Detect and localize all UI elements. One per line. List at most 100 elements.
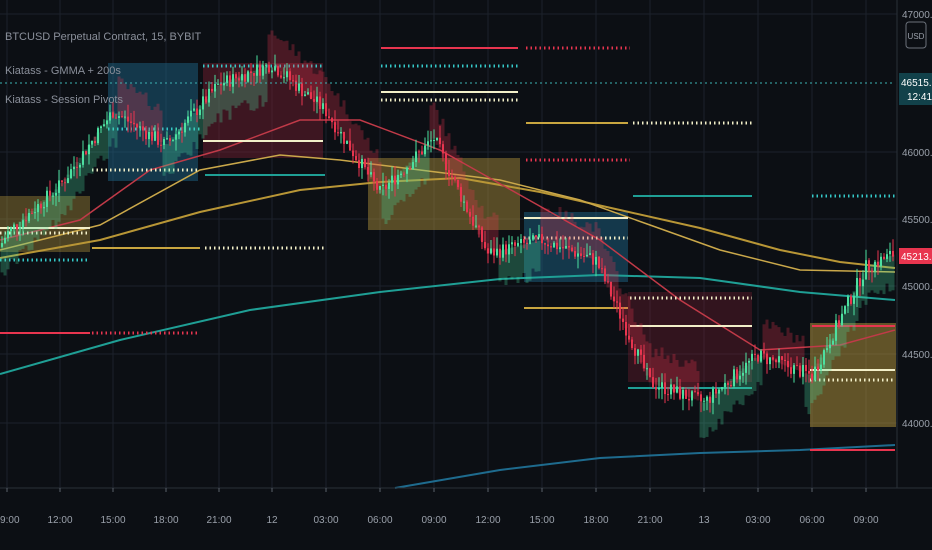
ribbon-segment [759,356,763,386]
candle-body [163,139,165,145]
candle-body [49,190,51,196]
ribbon-segment [636,326,640,356]
ribbon-segment [528,243,532,281]
candle-body [283,77,285,79]
ribbon-segment [783,335,787,366]
candle-body [856,277,858,296]
ribbon-segment [639,323,643,363]
ribbon-segment [564,210,568,250]
candle-body [568,245,570,248]
ribbon-segment [516,246,520,284]
candle-body [883,256,885,259]
indicator-gmma-label[interactable]: Kiatass - GMMA + 200s [5,65,121,77]
ribbon-segment [540,207,544,241]
chart-title: BTCUSD Perpetual Contract, 15, BYBIT [5,31,202,43]
price-tick-label: 44500.0 [902,350,932,361]
indicator-pivots-label[interactable]: Kiatass - Session Pivots [5,94,123,106]
time-axis[interactable]: 09:00 12:00 15:00 18:00 21:00 12 03:00 06:00 09:… [0,488,879,526]
candle-body [751,353,753,361]
candle-body [193,108,195,111]
ribbon-segment [93,136,97,167]
candle-body [331,118,333,123]
candle-body [721,387,723,390]
candle-body [445,153,447,171]
ribbon-segment [558,207,562,247]
currency-badge[interactable] [905,21,927,49]
ribbon-segment [303,60,307,93]
candle-body [775,359,777,363]
ribbon-segment [72,166,76,199]
candle-body [511,242,513,245]
candle-body [634,348,636,356]
candle-body [409,167,411,169]
candle-body [121,116,123,118]
ribbon-segment [459,157,463,197]
candle-body [52,195,54,197]
candle-body [382,184,384,186]
candle-body [145,130,147,140]
candle-body [298,83,300,91]
candle-body [292,80,294,82]
price-axis[interactable]: 47000.0 46000.0 45500.0 45000.0 44500.0 44000… [902,10,932,430]
candle-body [565,245,567,249]
ribbon-segment [633,322,637,349]
ribbon-segment [312,73,316,101]
candle-body [4,238,6,244]
candle-body [166,138,168,140]
ribbon-segment [510,247,514,280]
candle-body [544,243,546,245]
candle-body [301,83,303,97]
ribbon-segment [837,321,841,357]
ribbon-segment [192,113,196,142]
candle-body [877,261,879,267]
ribbon-segment [54,189,58,230]
ribbon-segment [333,95,337,125]
ribbon-segment [240,75,244,103]
candle-body [523,239,525,243]
ribbon-segment [189,116,193,156]
candle-body [337,132,339,134]
candle-body [580,253,582,256]
ribbon-segment [414,156,418,190]
level-price-tag [899,73,932,105]
ribbon-segment [804,373,808,407]
time-tick-label: 06:00 [367,515,392,526]
ribbon-segment [501,249,505,279]
candle-body [529,239,531,245]
ribbon-segment [219,83,223,123]
candle-body [730,384,732,387]
ribbon-segment [321,71,325,109]
ribbon-segment [600,236,604,274]
ribbon-segment [144,92,148,133]
candle-body [673,384,675,393]
candle-body [43,206,45,209]
candle-body [22,220,24,228]
candle-body [772,357,774,360]
candle-body [688,398,690,401]
ribbon-segment [891,254,895,291]
ribbon-segment [291,44,295,83]
ribbon-segment [666,355,670,390]
ribbon-segment [432,102,436,139]
ribbon-segment [756,355,760,382]
candle-body [370,172,372,175]
candle-body [781,356,783,360]
candle-body [157,131,159,145]
ribbon-segment [543,208,547,242]
candle-body [601,268,603,270]
ribbon-segment [810,375,814,404]
candle-body [637,349,639,356]
candle-body [346,140,348,144]
ribbon-segment [792,342,796,369]
candle-body [670,384,672,395]
ribbon-segment [807,374,811,415]
candle-body [436,137,438,140]
candle-body [247,71,249,82]
candle-body [700,394,702,402]
candle-body [115,117,117,119]
ribbon-segment [576,227,580,254]
ribbon-segment [216,85,220,114]
ribbon-segment [795,334,799,370]
ribbon-segment [30,210,34,250]
